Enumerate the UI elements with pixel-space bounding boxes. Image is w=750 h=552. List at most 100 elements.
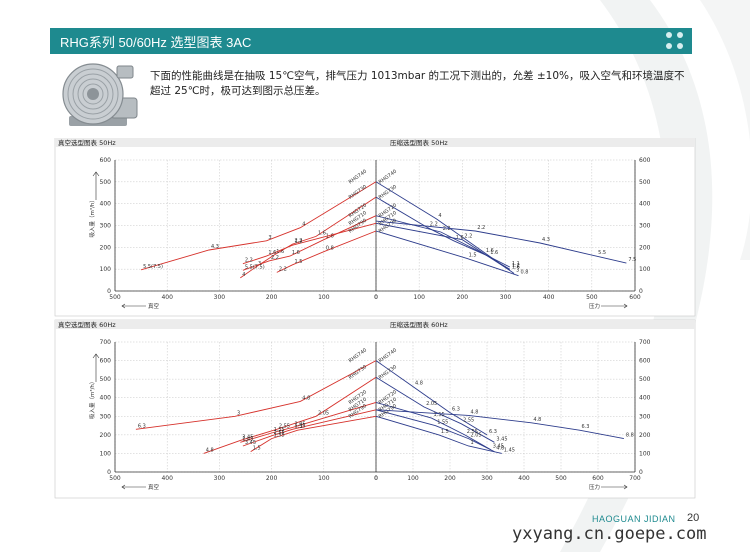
vacuum-point-label: 1.6: [318, 230, 326, 236]
page-title: RHG系列 50/60Hz 选型图表 3AC: [60, 35, 252, 50]
y-tick-label: 500: [100, 376, 112, 383]
header-bar: RHG系列 50/60Hz 选型图表 3AC: [50, 28, 692, 54]
pressure-point-label: 0.8: [520, 270, 528, 276]
pressure-chart-title: 压缩选型图表 60Hz: [390, 320, 448, 329]
pressure-point-label: 1.1: [512, 261, 520, 267]
pressure-point-label: 1.2: [512, 263, 520, 269]
pressure-point-label: 5.5: [598, 250, 606, 256]
pressure-curve-rhg740: [375, 360, 488, 436]
vacuum-point-label: 1.55: [274, 427, 285, 433]
pressure-curve-rhg790: [375, 230, 519, 277]
x-tick-label: 600: [592, 475, 604, 482]
pressure-point-label: 2.55: [463, 418, 474, 424]
pressure-point-label: 3: [516, 268, 519, 274]
vacuum-point-label: 4: [302, 222, 305, 228]
pressure-point-label: 4: [438, 213, 441, 219]
pressure-point-label: 4.8: [496, 446, 504, 452]
pressure-point-label: 1.55: [434, 412, 445, 418]
y-tick-label-right: 600: [639, 157, 651, 164]
x-tick-label: 400: [161, 294, 173, 301]
y-tick-label-right: 300: [639, 223, 651, 230]
y-tick-label: 600: [100, 358, 112, 365]
x-tick-label: 400: [161, 475, 173, 482]
y-tick-label-right: 600: [639, 358, 651, 365]
y-tick-label-right: 200: [639, 244, 651, 251]
y-tick-label-right: 0: [639, 469, 643, 476]
pressure-point-label: 3.45: [493, 444, 504, 450]
x-tick-label: 400: [518, 475, 530, 482]
pressure-point-label: 1.6: [486, 248, 494, 254]
vacuum-point-label: 6.3: [138, 423, 146, 429]
vacuum-curve-rhg720: [240, 401, 377, 443]
pressure-point-label: 7.5: [628, 257, 636, 263]
page-number: 20: [687, 512, 700, 524]
pressure-unit-arrow: [601, 303, 628, 309]
pressure-curve-rhg710: [375, 409, 495, 453]
pressure-unit-label: 压力: [589, 302, 600, 310]
y-axis-arrow: [92, 353, 100, 382]
x-tick-label: 300: [500, 294, 512, 301]
pressure-point-label: 1.55: [437, 420, 448, 426]
x-tick-label: 300: [214, 294, 226, 301]
x-tick-label: 100: [318, 475, 330, 482]
x-tick-label: 0: [374, 294, 378, 301]
pressure-point-label: 1: [471, 440, 474, 446]
y-tick-label: 400: [100, 395, 112, 402]
vacuum-point-label: 1.5: [294, 259, 302, 265]
pressure-point-label: 4.8: [533, 417, 541, 423]
pressure-point-label: 1.6: [490, 250, 498, 256]
vacuum-point-label: 1: [300, 424, 303, 430]
x-tick-label: 500: [586, 294, 598, 301]
vacuum-point-label: 1.55: [274, 433, 285, 439]
pressure-unit-label: 压力: [589, 483, 600, 491]
pressure-curve-rhg730: [375, 376, 495, 443]
vacuum-point-label: 2.2: [279, 266, 287, 272]
vacuum-point-label: 2.05: [294, 421, 305, 427]
pressure-curve-rhg740: [375, 181, 515, 274]
x-tick-label: 100: [413, 294, 425, 301]
y-axis-arrow: [92, 171, 100, 200]
vacuum-curve-rhg790: [276, 230, 377, 273]
vacuum-point-label: 2.2: [245, 258, 253, 264]
vacuum-point-label: 2.05: [318, 410, 329, 416]
x-tick-label: 600: [629, 294, 641, 301]
vacuum-point-label: 3: [268, 235, 271, 241]
pressure-chart-title: 压缩选型图表 50Hz: [390, 138, 448, 147]
x-tick-label: 300: [214, 475, 226, 482]
pressure-point-label: 1.45: [504, 447, 515, 453]
y-tick-label-right: 700: [639, 339, 651, 346]
vacuum-point-label: 5.5(7.5): [143, 264, 163, 270]
y-tick-label: 300: [100, 223, 112, 230]
x-tick-label: 500: [555, 475, 567, 482]
vacuum-point-label: 4.8: [206, 447, 214, 453]
pressure-curve-rhg790: [375, 415, 502, 454]
vacuum-point-label: 2.2: [271, 255, 279, 261]
x-tick-label: 0: [374, 294, 378, 301]
y-tick-label: 700: [100, 339, 112, 346]
pressure-curve-rhg720: [375, 401, 491, 451]
vacuum-curve-rhg710: [242, 222, 377, 265]
y-tick-label: 0: [107, 288, 111, 295]
y-axis-label: 吸入量（m³/h）: [89, 197, 96, 237]
vacuum-unit-label: 真空: [148, 302, 160, 310]
x-tick-label: 0: [374, 475, 378, 482]
chart-panel-60Hz: 真空选型图表 60Hz 压缩选型图表 60Hz010020030040050060…: [54, 319, 696, 499]
vacuum-point-label: 2.2: [294, 238, 302, 244]
pressure-curve-extra: [375, 409, 624, 440]
y-tick-label-right: 400: [639, 201, 651, 208]
vacuum-point-label: 2.55: [274, 430, 285, 436]
pressure-curve-extra: [375, 220, 627, 264]
x-tick-label: 200: [457, 294, 469, 301]
vacuum-chart-title: 真空选型图表 60Hz: [58, 320, 116, 329]
x-tick-label: 500: [109, 294, 121, 301]
pressure-point-label: 3.45: [496, 436, 507, 442]
pressure-point-label: 4.8: [415, 381, 423, 387]
pressure-point-label: 6.3: [582, 424, 590, 430]
pressure-point-label: 2.2: [477, 225, 485, 231]
pressure-point-label: 2.05: [471, 433, 482, 439]
y-tick-label-right: 300: [639, 413, 651, 420]
vacuum-curve-rhg740: [140, 181, 377, 271]
y-tick-label: 500: [100, 179, 112, 186]
x-tick-label: 400: [543, 294, 555, 301]
charts-area: 真空选型图表 50Hz 压缩选型图表 50Hz010020030040050060…: [54, 138, 696, 499]
